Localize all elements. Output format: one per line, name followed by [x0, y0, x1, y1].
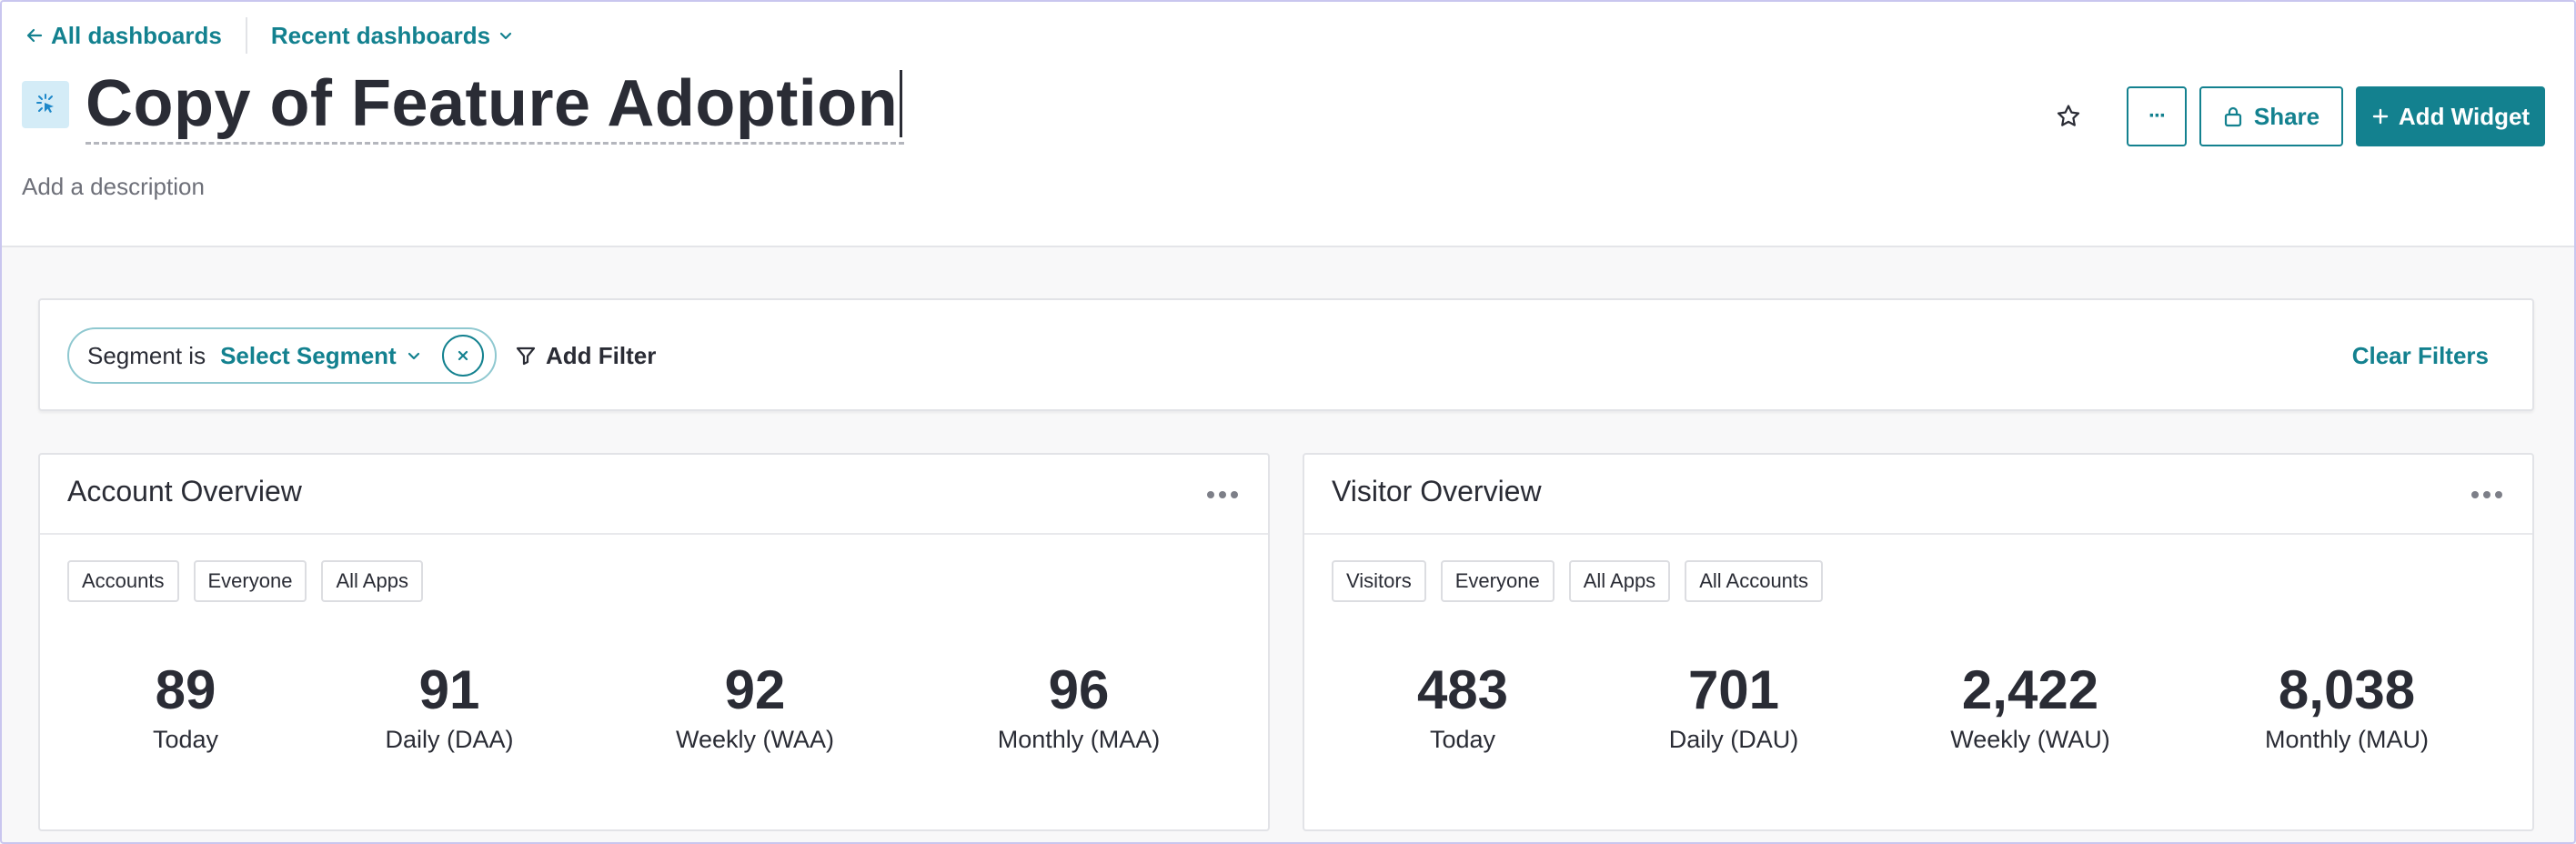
account-overview-widget: Account Overview Accounts Everyone All A… [38, 453, 1270, 831]
text-caret [900, 70, 903, 138]
dashboard-header: All dashboards Recent dashboards Copy of [2, 2, 2574, 247]
all-dashboards-link[interactable]: All dashboards [25, 22, 222, 50]
metric-label: Monthly (MAU) [2264, 726, 2430, 753]
remove-segment-filter-button[interactable] [442, 335, 484, 377]
visitor-overview-widget: Visitor Overview Visitors Everyone All A… [1303, 453, 2534, 831]
widget-title: Account Overview [67, 475, 302, 507]
title-row: Copy of Feature Adoption [22, 65, 905, 145]
filter-bar: Segment is Select Segment Add Filter Cle… [38, 298, 2534, 411]
widget-title: Visitor Overview [1332, 475, 1542, 507]
metric-value: 91 [418, 659, 480, 720]
metric-label: Today [152, 726, 219, 753]
metric-label: Today [1429, 726, 1496, 753]
metric-weekly: 92 Weekly (WAA) [619, 660, 891, 754]
segment-select-value: Select Segment [220, 341, 397, 369]
tag-all-apps: All Apps [321, 560, 423, 602]
chevron-down-icon [408, 352, 419, 360]
widget-header: Account Overview [40, 455, 1268, 535]
share-label: Share [2253, 102, 2320, 130]
widget-tags: Accounts Everyone All Apps [67, 560, 423, 602]
add-widget-label: Add Widget [2398, 102, 2531, 130]
tag-everyone: Everyone [1440, 560, 1555, 602]
tag-all-apps: All Apps [1568, 560, 1671, 602]
more-horizontal-icon [2471, 491, 2502, 498]
metric-label: Daily (DAU) [1668, 726, 1799, 753]
metric-monthly: 96 Monthly (MAA) [942, 660, 1215, 754]
metric-today: 89 Today [49, 660, 322, 754]
metric-monthly: 8,038 Monthly (MAU) [2210, 660, 2483, 754]
metrics-row: 89 Today 91 Daily (DAA) 92 Weekly (WAA) … [40, 660, 1268, 769]
more-options-button[interactable]: ··· [2127, 86, 2187, 146]
metric-today: 483 Today [1326, 660, 1599, 754]
metric-daily: 91 Daily (DAA) [313, 660, 586, 754]
recent-dashboards-dropdown[interactable]: Recent dashboards [271, 22, 514, 50]
metric-value: 96 [1048, 659, 1110, 720]
metric-value: 2,422 [1961, 659, 2099, 720]
metric-daily: 701 Daily (DAU) [1597, 660, 1870, 754]
segment-filter-label: Segment is [87, 341, 206, 369]
metrics-row: 483 Today 701 Daily (DAU) 2,422 Weekly (… [1304, 660, 2532, 769]
widget-menu-button[interactable] [1204, 478, 1241, 511]
favorite-button[interactable] [2043, 91, 2094, 142]
nav-divider [245, 17, 247, 54]
segment-filter-pill: Segment is Select Segment [67, 327, 497, 384]
breadcrumb: All dashboards Recent dashboards [25, 17, 514, 54]
metric-weekly: 2,422 Weekly (WAU) [1894, 660, 2167, 754]
cursor-click-icon[interactable] [22, 81, 69, 128]
header-actions: ··· Share Add Widget [2043, 85, 2545, 147]
metric-value: 89 [155, 659, 216, 720]
segment-select-dropdown[interactable]: Select Segment [220, 342, 422, 370]
add-filter-button[interactable]: Add Filter [515, 338, 656, 373]
widget-header: Visitor Overview [1304, 455, 2532, 535]
dashboard-title: Copy of Feature Adoption [86, 66, 899, 140]
filter-icon [516, 347, 536, 366]
more-horizontal-icon [1207, 491, 1238, 498]
dashboard-title-input[interactable]: Copy of Feature Adoption [86, 65, 905, 145]
chevron-down-icon [500, 32, 512, 40]
tag-everyone: Everyone [193, 560, 307, 602]
tag-accounts: Accounts [67, 560, 179, 602]
tag-all-accounts: All Accounts [1685, 560, 1824, 602]
clear-filters-button[interactable]: Clear Filters [2351, 341, 2489, 369]
metric-value: 8,038 [2278, 659, 2416, 720]
share-button[interactable]: Share [2199, 86, 2343, 146]
all-dashboards-label: All dashboards [51, 21, 222, 49]
metric-value: 92 [724, 659, 786, 720]
widget-tags: Visitors Everyone All Apps All Accounts [1332, 560, 1824, 602]
metric-label: Weekly (WAA) [675, 726, 834, 753]
star-icon [2057, 105, 2080, 126]
add-widget-button[interactable]: Add Widget [2356, 86, 2545, 146]
tag-visitors: Visitors [1332, 560, 1426, 602]
metric-value: 701 [1687, 659, 1780, 720]
metric-value: 483 [1416, 659, 1509, 720]
recent-dashboards-label: Recent dashboards [270, 21, 491, 49]
plus-icon [2372, 108, 2389, 125]
more-options-label: ··· [2148, 104, 2167, 128]
close-icon [458, 350, 468, 361]
add-filter-label: Add Filter [546, 341, 657, 369]
metric-label: Monthly (MAA) [997, 726, 1161, 753]
metric-label: Daily (DAA) [385, 726, 514, 753]
description-field[interactable]: Add a description [22, 173, 205, 200]
lock-icon [2224, 106, 2241, 127]
arrow-left-icon [26, 28, 43, 43]
metric-label: Weekly (WAU) [1950, 726, 2110, 753]
widget-menu-button[interactable] [2469, 478, 2505, 511]
